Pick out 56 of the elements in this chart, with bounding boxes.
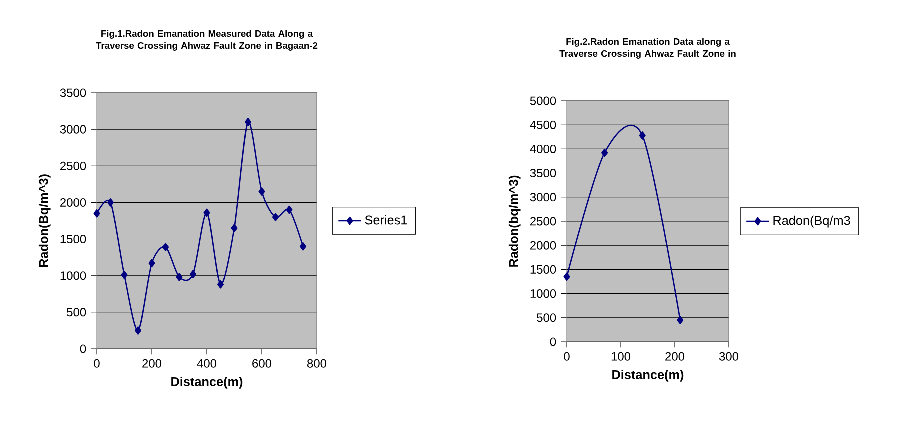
point	[272, 213, 280, 222]
point	[204, 208, 210, 218]
point	[176, 273, 183, 282]
y-tick-label: 0	[550, 338, 556, 346]
y-tick-label: 4000	[530, 144, 556, 154]
point	[190, 270, 197, 279]
y-tick-label: 5000	[530, 96, 556, 106]
y-tick-label: 2000	[530, 241, 556, 250]
point	[148, 259, 156, 268]
point	[121, 270, 128, 280]
x-tick-label: 100	[612, 352, 631, 361]
y-tick-label: 500	[67, 308, 86, 317]
y-tick-label: 3500	[60, 88, 86, 98]
y-axis-title: Radon(bq/m^3)	[508, 176, 521, 267]
chart-title: Fig.2.Radon Emanation Data along a Traverse Crossing Ahwaz Fault Zone in	[560, 38, 736, 59]
y-tick-label: 2000	[60, 198, 86, 207]
point	[602, 148, 608, 158]
y-tick-label: 2500	[530, 217, 556, 226]
point	[677, 316, 684, 324]
y-tick-label: 1000	[60, 272, 86, 280]
y-tick-label: 500	[537, 314, 556, 322]
point	[639, 132, 646, 140]
y-tick-label: 3000	[530, 193, 556, 202]
chart-title: Fig.1.Radon Emanation Measured Data Along a Traverse Crossing Ahwaz Fault Zone in Bagaan-2	[96, 30, 318, 51]
y-tick-label: 4500	[530, 120, 556, 130]
x-tick-label: 400	[197, 359, 217, 368]
point	[231, 224, 238, 232]
point	[244, 118, 252, 126]
y-tick-label: 3500	[530, 169, 556, 178]
point	[300, 242, 307, 251]
x-axis-title: Distance(m)	[172, 377, 243, 389]
legend-label: Series1	[365, 215, 408, 225]
y-tick-label: 1500	[530, 265, 556, 274]
y-tick-label: 1000	[530, 290, 556, 298]
point	[162, 243, 170, 252]
x-tick-label: 600	[252, 359, 272, 368]
y-tick-label: 1500	[60, 235, 86, 244]
point	[564, 272, 570, 282]
y-axis-title: Radon(Bq/m^3)	[38, 174, 51, 268]
point	[134, 326, 142, 335]
y-tick-label: 0	[80, 344, 86, 354]
x-tick-label: 800	[308, 359, 327, 368]
x-axis-title: Distance(m)	[612, 370, 684, 382]
point	[258, 188, 266, 196]
x-tick-label: 0	[94, 359, 100, 368]
point	[217, 280, 224, 289]
point	[286, 206, 293, 214]
y-tick-label: 3000	[60, 125, 86, 134]
point	[107, 198, 114, 207]
y-tick-label: 2500	[60, 162, 86, 170]
x-tick-label: 200	[142, 359, 162, 368]
legend-label: Radon(Bq/m3	[774, 216, 850, 228]
x-tick-label: 200	[666, 352, 685, 361]
x-tick-label: 300	[719, 352, 739, 361]
point	[94, 210, 100, 218]
x-tick-label: 0	[564, 352, 570, 361]
